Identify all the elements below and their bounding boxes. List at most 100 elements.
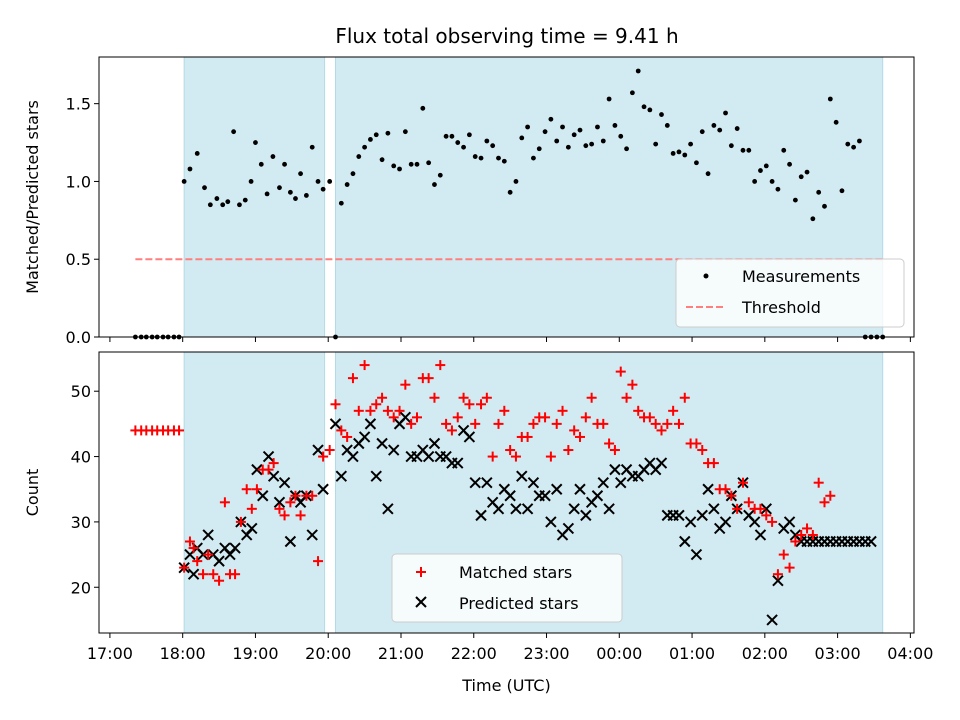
- x-tick-label: 19:00: [232, 644, 278, 663]
- matched-star-point: [802, 523, 813, 534]
- matched-star-point: [388, 412, 399, 423]
- matched-star-point: [656, 425, 667, 436]
- measurement-point: [225, 199, 231, 205]
- measurement-point: [309, 144, 315, 150]
- predicted-star-point: [197, 548, 209, 561]
- matched-star-point: [208, 569, 219, 580]
- matched-star-point: [510, 451, 521, 462]
- measurement-point: [282, 161, 287, 167]
- predicted-star-stroke: [527, 476, 540, 489]
- measurement-point: [629, 90, 635, 96]
- predicted-star-point: [329, 418, 342, 430]
- measurement-point: [490, 143, 496, 149]
- predicted-star-stroke: [574, 483, 586, 495]
- predicted-star-stroke: [766, 614, 778, 626]
- predicted-star-stroke: [789, 529, 802, 541]
- matched-star-point: [203, 549, 214, 560]
- matched-star-point: [708, 458, 719, 469]
- measurement-point: [379, 157, 385, 163]
- matched-star-point: [464, 399, 475, 410]
- predicted-star-stroke: [273, 496, 286, 509]
- predicted-star-point: [539, 490, 551, 502]
- y-tick-label: 30: [71, 513, 91, 532]
- predicted-star-stroke: [457, 424, 470, 437]
- matched-legend-marker: [416, 567, 426, 577]
- measurement-point: [501, 158, 507, 164]
- measurement-point: [822, 203, 827, 209]
- predicted-star-stroke: [481, 476, 493, 489]
- predicted-star-stroke: [278, 476, 291, 489]
- predicted-star-stroke: [591, 490, 604, 502]
- measurement-point: [344, 182, 350, 187]
- y-tick-label: 40: [71, 448, 91, 467]
- measurement-point: [734, 126, 740, 131]
- predicted-star-stroke: [562, 522, 575, 535]
- predicted-star-stroke: [229, 542, 241, 554]
- measurement-point: [202, 185, 207, 191]
- measurement-point: [583, 143, 589, 149]
- matched-star-point: [807, 529, 818, 540]
- predicted-star-stroke: [382, 503, 394, 515]
- measurement-point: [659, 112, 664, 117]
- matched-star-point: [522, 431, 533, 442]
- measurement-point: [653, 141, 659, 147]
- predicted-star-stroke: [347, 450, 359, 463]
- predicted-star-point: [527, 476, 540, 489]
- predicted-star-stroke: [684, 516, 697, 528]
- measurement-point: [577, 127, 583, 133]
- matched-star-point: [481, 392, 492, 403]
- predicted-star-point: [475, 509, 487, 522]
- x-tick-label: 00:00: [596, 644, 642, 663]
- predicted-star-point: [690, 548, 703, 561]
- matched-star-point: [621, 392, 632, 403]
- x-tick-label: 02:00: [742, 644, 788, 663]
- predicted-star-stroke: [754, 529, 767, 541]
- predicted-star-stroke: [267, 470, 280, 482]
- measurement-point: [194, 151, 200, 156]
- predicted-star-point: [273, 496, 286, 509]
- top-legend-box: [675, 258, 905, 328]
- predicted-star-stroke: [580, 509, 592, 522]
- predicted-star-point: [516, 470, 528, 482]
- matched-star-point: [353, 405, 364, 416]
- matched-star-point: [342, 431, 353, 442]
- predicted-star-point: [562, 522, 575, 535]
- predicted-star-point: [702, 483, 714, 495]
- measurement-point: [833, 119, 839, 125]
- measurement-point: [402, 129, 408, 135]
- measurement-point: [571, 132, 577, 138]
- measurement-point: [612, 123, 618, 128]
- predicted-star-point: [202, 529, 214, 541]
- predicted-star-stroke: [219, 542, 231, 554]
- x-tick-label: 03:00: [815, 644, 861, 663]
- predicted-legend-marker: [415, 596, 427, 608]
- measurement-point: [315, 179, 321, 184]
- predicted-star-stroke: [551, 483, 563, 495]
- measurement-point: [804, 169, 810, 175]
- matched-star-point: [673, 418, 684, 429]
- matched-star-point: [400, 379, 411, 390]
- predicted-star-point: [551, 483, 563, 495]
- matched-star-point: [790, 536, 801, 547]
- predicted-star-point: [574, 483, 586, 495]
- y-tick-label: 0.0: [66, 328, 91, 347]
- measurement-point: [775, 186, 781, 192]
- predicted-star-point: [278, 476, 291, 489]
- predicted-star-stroke: [521, 503, 534, 515]
- matched-star-point: [569, 425, 580, 436]
- matched-star-point: [406, 418, 417, 429]
- measurement-point: [264, 191, 270, 197]
- y-tick-label: 20: [71, 578, 91, 597]
- measurement-point: [554, 138, 560, 144]
- bottom-panel: 20 30 40 50 17:00 18:00 19:00 20:00 21:00 22:00 2…: [23, 351, 933, 695]
- measurements-series: [132, 68, 886, 340]
- measurement-point: [664, 123, 670, 128]
- measurement-point: [728, 143, 734, 149]
- measurement-point: [356, 154, 362, 159]
- matched-star-point: [377, 392, 388, 403]
- measurement-point: [277, 185, 282, 191]
- matched-star-point: [551, 418, 562, 429]
- matched-star-point: [452, 412, 463, 423]
- predicted-star-point: [521, 503, 534, 515]
- predicted-star-point: [719, 516, 732, 528]
